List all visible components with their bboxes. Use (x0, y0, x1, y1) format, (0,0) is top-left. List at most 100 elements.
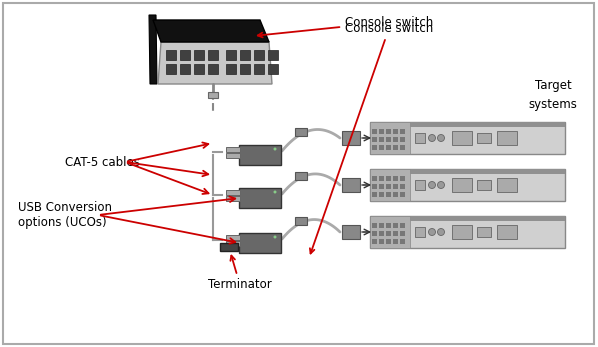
Bar (386, 231, 391, 236)
Circle shape (438, 181, 444, 188)
Bar (386, 184, 391, 189)
FancyBboxPatch shape (370, 169, 565, 174)
FancyBboxPatch shape (497, 131, 517, 145)
FancyBboxPatch shape (226, 64, 236, 74)
FancyBboxPatch shape (415, 133, 425, 143)
Bar (393, 176, 398, 181)
FancyBboxPatch shape (295, 217, 307, 225)
Circle shape (429, 181, 435, 188)
Bar (379, 239, 384, 244)
FancyBboxPatch shape (226, 241, 240, 246)
Polygon shape (158, 42, 272, 84)
FancyBboxPatch shape (254, 64, 264, 74)
FancyBboxPatch shape (477, 180, 491, 190)
Bar (372, 239, 377, 244)
Bar (386, 239, 391, 244)
Circle shape (273, 191, 276, 194)
Bar (379, 129, 384, 134)
Bar (400, 137, 405, 142)
FancyBboxPatch shape (342, 225, 360, 239)
Circle shape (273, 147, 276, 151)
FancyBboxPatch shape (370, 216, 565, 221)
FancyBboxPatch shape (370, 122, 565, 154)
FancyBboxPatch shape (180, 50, 190, 60)
FancyBboxPatch shape (268, 50, 278, 60)
FancyBboxPatch shape (208, 92, 218, 98)
Circle shape (438, 135, 444, 142)
Bar (393, 137, 398, 142)
Bar (372, 192, 377, 197)
FancyBboxPatch shape (226, 235, 240, 240)
Bar (379, 231, 384, 236)
FancyBboxPatch shape (415, 227, 425, 237)
Circle shape (429, 135, 435, 142)
Text: Target
systems: Target systems (529, 79, 578, 110)
FancyBboxPatch shape (226, 50, 236, 60)
Text: CAT-5 cables: CAT-5 cables (65, 155, 140, 169)
Bar (372, 129, 377, 134)
FancyBboxPatch shape (370, 169, 565, 201)
Bar (386, 145, 391, 150)
Circle shape (429, 229, 435, 236)
FancyBboxPatch shape (370, 122, 565, 127)
Bar (379, 223, 384, 228)
Bar (400, 129, 405, 134)
FancyBboxPatch shape (226, 190, 240, 195)
FancyBboxPatch shape (208, 50, 218, 60)
FancyBboxPatch shape (477, 133, 491, 143)
FancyBboxPatch shape (208, 64, 218, 74)
Bar (372, 231, 377, 236)
Bar (393, 145, 398, 150)
FancyBboxPatch shape (295, 128, 307, 136)
Bar (372, 176, 377, 181)
Text: USB Conversion
options (UCOs): USB Conversion options (UCOs) (18, 201, 112, 229)
Bar (393, 223, 398, 228)
FancyBboxPatch shape (239, 188, 281, 208)
FancyBboxPatch shape (226, 147, 240, 152)
FancyBboxPatch shape (497, 225, 517, 239)
FancyBboxPatch shape (226, 196, 240, 201)
FancyBboxPatch shape (239, 145, 281, 165)
Bar (393, 231, 398, 236)
FancyBboxPatch shape (452, 178, 472, 192)
FancyBboxPatch shape (166, 64, 176, 74)
FancyBboxPatch shape (370, 122, 410, 154)
Bar (393, 184, 398, 189)
Bar (372, 223, 377, 228)
FancyBboxPatch shape (342, 178, 360, 192)
Text: Console switch: Console switch (310, 22, 433, 253)
Bar (400, 176, 405, 181)
FancyBboxPatch shape (497, 178, 517, 192)
Bar (393, 192, 398, 197)
FancyBboxPatch shape (226, 153, 240, 158)
FancyBboxPatch shape (240, 64, 250, 74)
Bar (400, 184, 405, 189)
Circle shape (273, 236, 276, 238)
Bar (386, 129, 391, 134)
FancyBboxPatch shape (452, 225, 472, 239)
Bar (379, 137, 384, 142)
Bar (379, 192, 384, 197)
FancyBboxPatch shape (295, 172, 307, 180)
Bar (372, 137, 377, 142)
FancyBboxPatch shape (240, 50, 250, 60)
FancyBboxPatch shape (254, 50, 264, 60)
Bar (386, 192, 391, 197)
Bar (379, 184, 384, 189)
Bar (393, 239, 398, 244)
Bar (400, 231, 405, 236)
FancyBboxPatch shape (194, 64, 204, 74)
FancyBboxPatch shape (370, 216, 410, 248)
FancyBboxPatch shape (452, 131, 472, 145)
FancyBboxPatch shape (180, 64, 190, 74)
Bar (386, 176, 391, 181)
Bar (393, 129, 398, 134)
Bar (400, 223, 405, 228)
Bar (379, 145, 384, 150)
FancyBboxPatch shape (3, 3, 594, 344)
FancyBboxPatch shape (220, 243, 238, 251)
Bar (372, 184, 377, 189)
Bar (372, 145, 377, 150)
FancyBboxPatch shape (415, 180, 425, 190)
FancyBboxPatch shape (370, 216, 565, 248)
